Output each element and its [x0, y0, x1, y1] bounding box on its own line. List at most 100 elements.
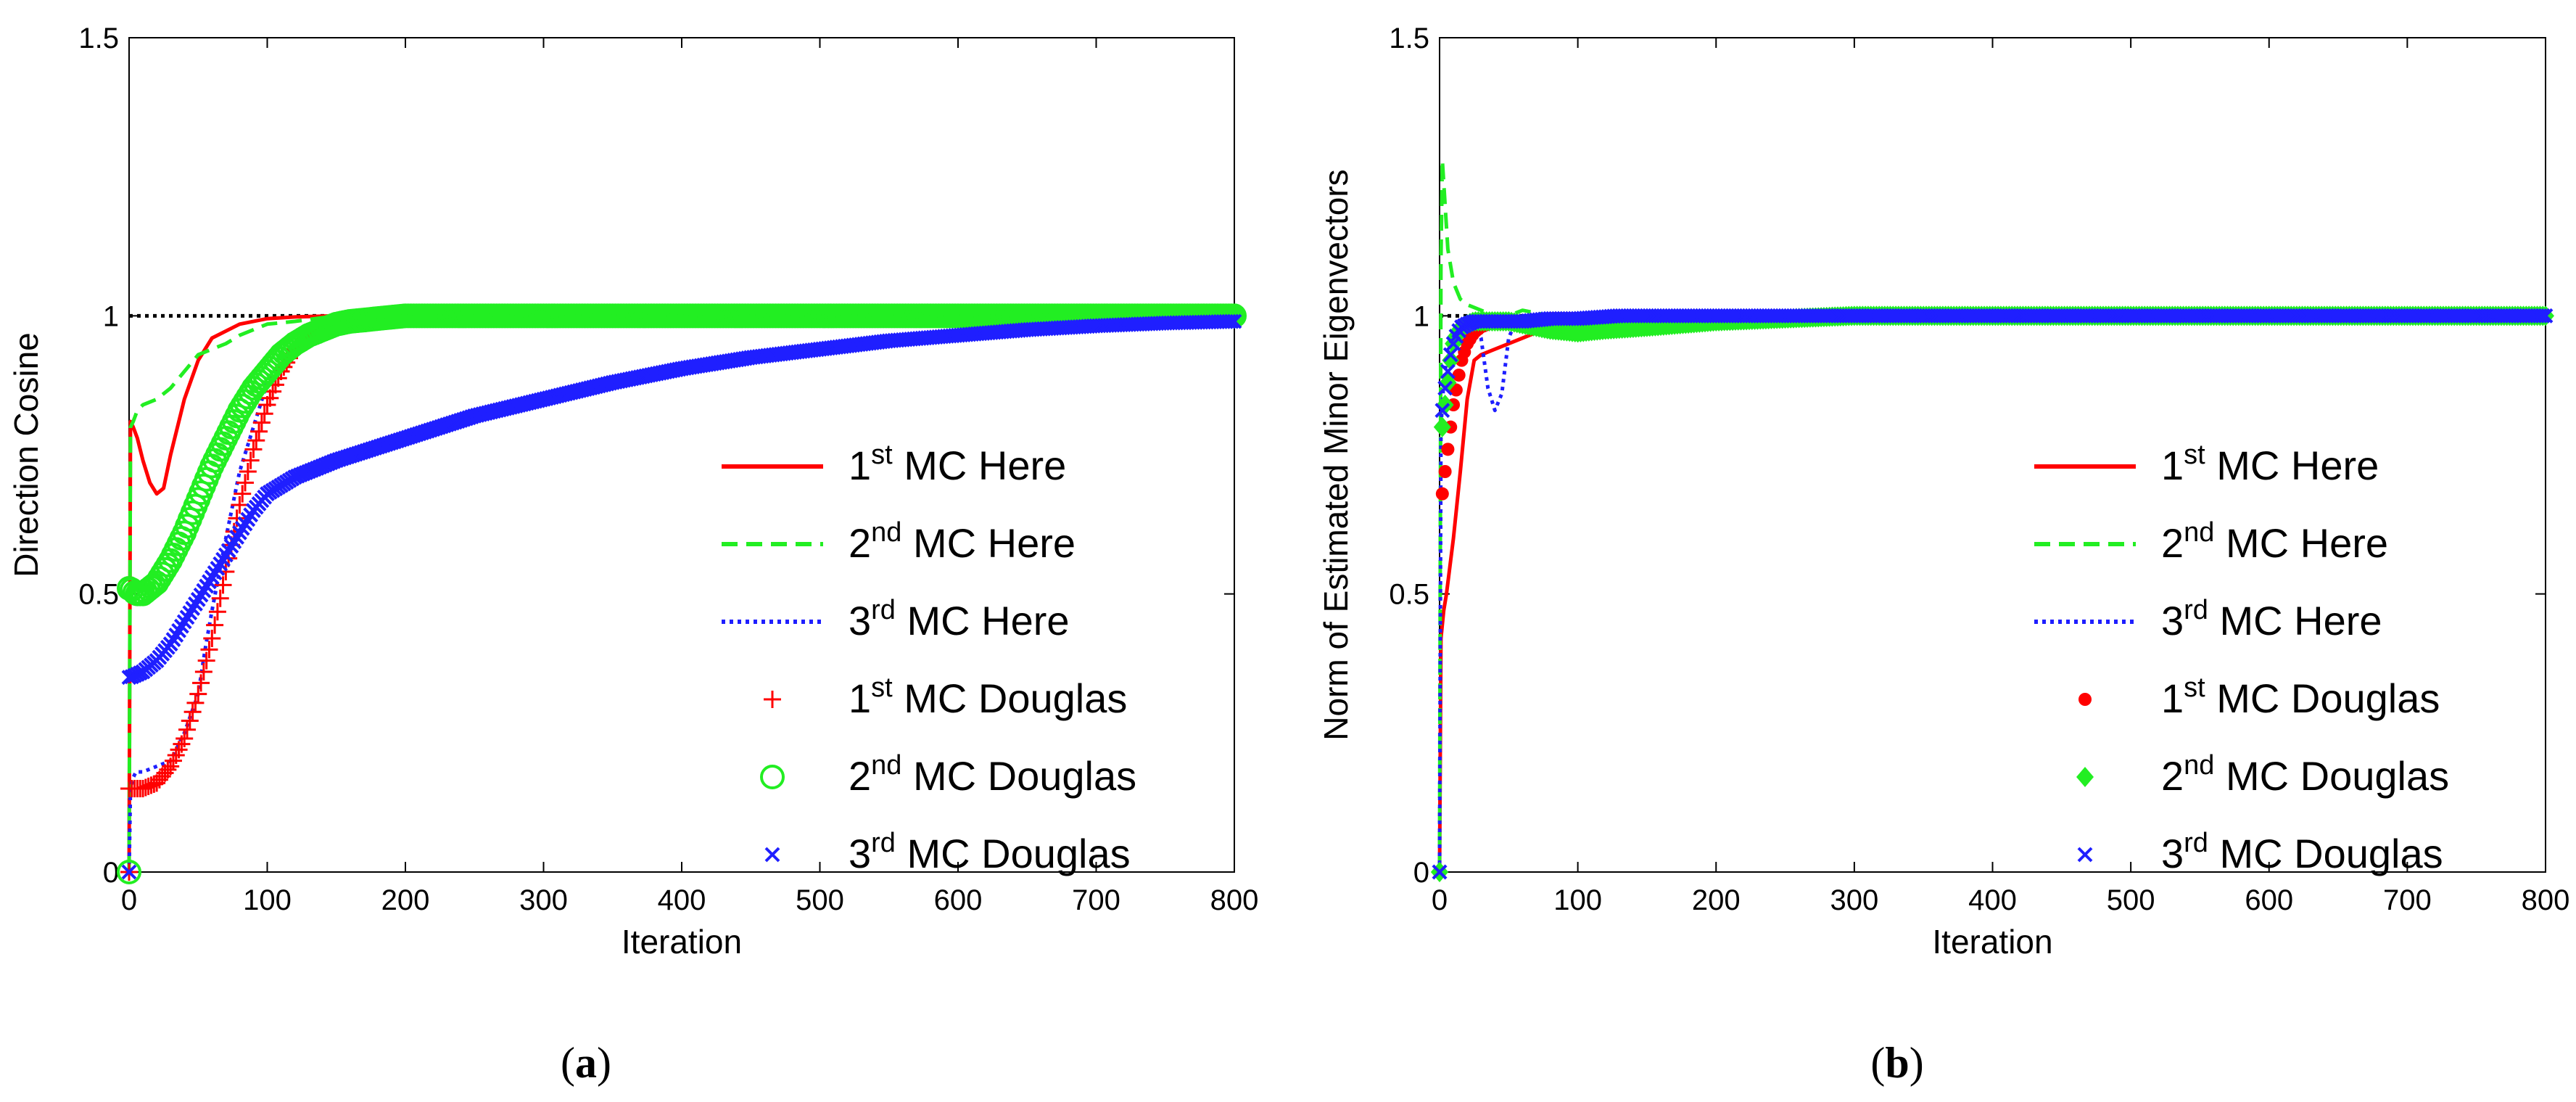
x-tick-label-a: 600 [934, 884, 983, 916]
data-point-a-4 [181, 712, 199, 730]
legend-label-text-a-1: MC Here [893, 443, 1067, 488]
data-point-b-4 [1435, 487, 1449, 501]
legend-label-num-a-6: 3 [849, 831, 871, 876]
caption-b: (b) [1870, 1039, 1923, 1087]
data-point-b-6 [1440, 363, 1456, 379]
legend-label-sup-a-1: st [871, 440, 893, 470]
plot-frame-b [1439, 37, 2546, 873]
legend-label-text-b-5: MC Douglas [2214, 753, 2449, 799]
x-tick-label-b: 300 [1830, 884, 1879, 916]
series-line-a-1 [127, 313, 1234, 873]
data-point-a-4 [206, 616, 224, 634]
legend-label-sup-b-6: rd [2184, 828, 2208, 858]
data-point-b-4 [1438, 465, 1452, 478]
legend-label-b-4: 1st MC Douglas [2161, 673, 2440, 721]
data-point-a-4 [159, 760, 177, 778]
legend-label-b-5: 2nd MC Douglas [2161, 750, 2449, 799]
data-point-a-4 [176, 730, 194, 747]
legend-entry-a-5: 2nd MC Douglas [760, 750, 1136, 799]
x-tick-label-a: 400 [658, 884, 706, 916]
legend-label-num-a-5: 2 [849, 753, 871, 799]
x-tick-label-b: 200 [1692, 884, 1741, 916]
legend-label-sup-b-4: st [2184, 673, 2205, 703]
data-point-a-4 [189, 685, 207, 703]
legend-label-text-a-2: MC Here [901, 520, 1076, 566]
legend-entry-a-1: 1st MC Here [722, 440, 1066, 488]
data-point-b-6 [1442, 347, 1458, 363]
x-tick-label-a: 800 [1210, 884, 1259, 916]
data-point-b-5 [1442, 350, 1460, 371]
legend-label-text-b-3: MC Here [2208, 598, 2382, 643]
y-tick-label-a: 1.5 [78, 22, 119, 54]
legend-swatch-b-4 [2078, 693, 2092, 706]
legend-label-sup-a-4: st [871, 673, 893, 703]
legend-label-sup-b-3: rd [2184, 595, 2208, 625]
legend-entry-b-2: 2nd MC Here [2034, 517, 2388, 566]
data-point-a-4 [252, 414, 271, 432]
x-tick-label-a: 200 [381, 884, 430, 916]
y-tick-label-b: 1.5 [1389, 22, 1429, 54]
legend-swatch-a-5 [760, 765, 785, 789]
legend-label-num-a-4: 1 [849, 675, 871, 721]
legend-label-sup-a-5: nd [871, 750, 901, 781]
series-a-6 [121, 313, 1242, 880]
x-tick-label-b: 0 [1432, 884, 1448, 916]
legend-entry-a-3: 3rd MC Here [722, 595, 1070, 643]
data-point-b-6 [1432, 864, 1448, 880]
caption-b-close: ) [1910, 1039, 1924, 1087]
legend-label-text-b-6: MC Douglas [2208, 831, 2443, 876]
legend-label-a-1: 1st MC Here [849, 440, 1066, 488]
legend-label-num-b-3: 3 [2161, 598, 2184, 643]
y-tick-label-a: 0 [103, 857, 119, 889]
caption-a-open: ( [561, 1039, 575, 1087]
legend-label-num-b-1: 1 [2161, 443, 2184, 488]
legend-label-num-a-2: 2 [849, 520, 871, 566]
data-point-a-4 [178, 720, 197, 739]
legend-entry-b-6: 3rd MC Douglas [2077, 828, 2443, 876]
x-tick-label-b: 600 [2245, 884, 2293, 916]
legend-swatch-b-5 [2076, 767, 2094, 787]
data-point-a-4 [214, 576, 232, 594]
legend-label-text-b-4: MC Douglas [2205, 675, 2440, 721]
data-point-a-4 [244, 440, 263, 459]
legend-label-text-b-1: MC Here [2205, 443, 2379, 488]
data-point-b-6 [1434, 403, 1450, 419]
data-point-a-4 [231, 496, 249, 514]
legend-label-text-a-6: MC Douglas [896, 831, 1131, 876]
chart-panel-a: 0 100 200 300 400 500 600 700 800 0 0.5 1 1.5 Iterati… [7, 22, 1258, 961]
data-point-a-4 [234, 485, 252, 503]
data-point-b-5 [1433, 416, 1451, 437]
data-point-a-4 [211, 589, 229, 607]
x-tick-label-a: 100 [243, 884, 292, 916]
legend-label-sup-a-2: nd [871, 517, 901, 548]
legend-entry-b-4: 1st MC Douglas [2078, 673, 2440, 721]
legend-entry-a-2: 2nd MC Here [722, 517, 1076, 566]
data-point-a-6 [1221, 313, 1237, 329]
legend-label-num-b-4: 1 [2161, 675, 2184, 721]
data-point-a-4 [186, 694, 205, 712]
x-tick-label-b: 100 [1553, 884, 1602, 916]
legend-entry-a-4: 1st MC Douglas [764, 673, 1127, 721]
legend-entry-b-5: 2nd MC Douglas [2076, 750, 2449, 799]
data-point-a-4 [242, 451, 260, 469]
legend-label-b-3: 3rd MC Here [2161, 595, 2382, 643]
legend-label-num-b-2: 2 [2161, 520, 2184, 566]
legend-label-num-b-5: 2 [2161, 753, 2184, 799]
y-tick-label-b: 0.5 [1389, 579, 1429, 611]
caption-a-letter: a [575, 1039, 597, 1087]
x-axis-label-a: Iteration [622, 923, 742, 961]
data-point-a-4 [239, 463, 257, 480]
x-tick-label-b: 400 [1968, 884, 2017, 916]
x-tick-label-b: 800 [2522, 884, 2570, 916]
legend-label-text-a-5: MC Douglas [901, 753, 1136, 799]
legend-label-a-5: 2nd MC Douglas [849, 750, 1136, 799]
data-point-a-4 [183, 703, 202, 721]
legend-label-b-6: 3rd MC Douglas [2161, 828, 2443, 876]
y-axis-label-a: Direction Cosine [7, 332, 45, 577]
legend-entry-b-3: 3rd MC Here [2034, 595, 2382, 643]
legend-label-b-2: 2nd MC Here [2161, 517, 2388, 566]
y-tick-label-a: 0.5 [78, 579, 119, 611]
caption-a: (a) [561, 1039, 611, 1087]
data-point-a-4 [197, 651, 215, 670]
